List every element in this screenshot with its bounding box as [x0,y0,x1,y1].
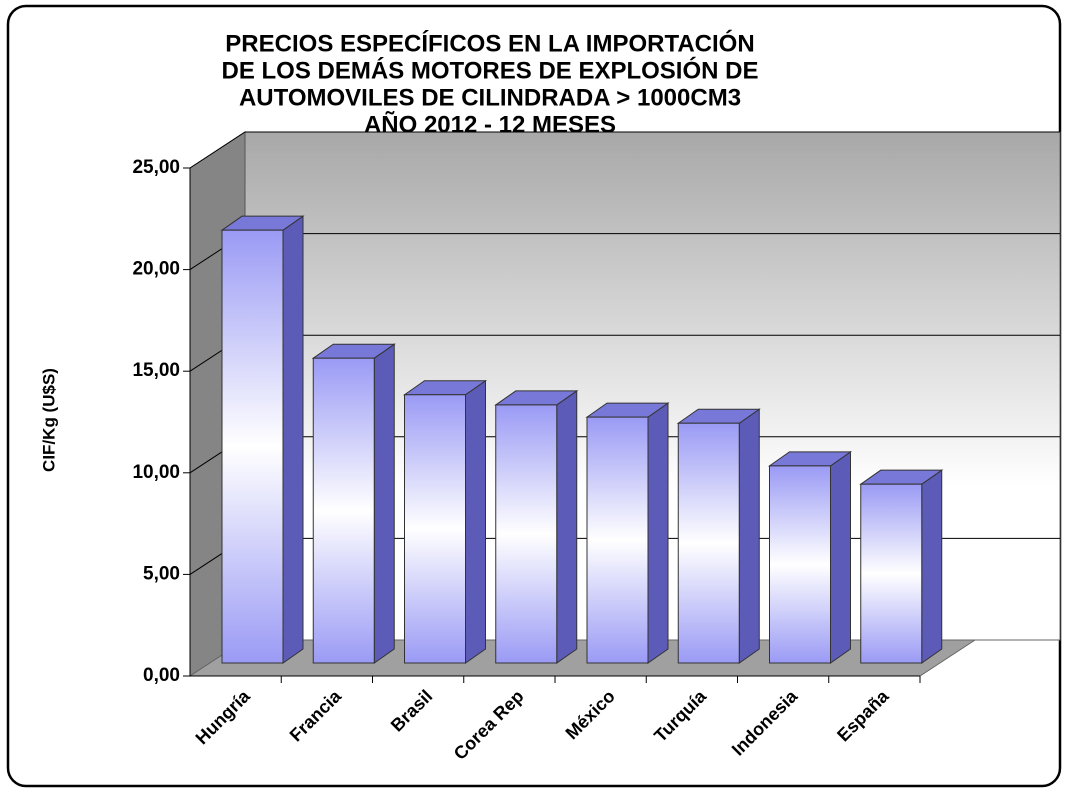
bar [312,357,375,664]
bar [860,483,923,664]
title-line: AUTOMOVILES DE CILINDRADA > 1000CM3 [239,84,741,111]
y-tick-label: 15,00 [132,360,180,381]
bar-side [465,379,486,664]
bar [404,394,466,664]
bar [769,465,831,664]
y-axis-title: CIF/Kg (U$S) [39,368,58,472]
bar-side [373,343,395,664]
bar-side [830,450,851,664]
bar [221,229,284,664]
bar-side [647,402,669,664]
title-line: PRECIOS ESPECÍFICOS EN LA IMPORTACIÓN [225,29,754,57]
grid-line [189,131,1060,169]
y-tick-label: 25,00 [132,157,180,178]
x-tick-label: Indonesia [728,685,802,759]
y-tick-label: 5,00 [143,563,180,584]
x-tick-label: Brasil [387,686,437,736]
y-tick-label: 10,00 [132,462,180,483]
floor [188,639,977,677]
x-tick-label: Turquía [650,685,711,746]
bar [586,416,649,664]
title-line: DE LOS DEMÁS MOTORES DE EXPLOSIÓN DE [222,56,759,84]
bar-side [282,215,304,664]
y-tick-label: 20,00 [132,259,180,280]
x-tick-label: Francia [286,685,346,745]
bar-side [738,408,760,664]
x-tick-label: España [833,685,893,745]
x-tick-label: Corea Rep [450,686,528,764]
bar [677,422,740,664]
bar-side [556,389,578,664]
x-tick-label: México [562,686,619,743]
bar [495,404,558,664]
y-tick-label: 0,00 [143,665,180,686]
bar-side [921,469,943,664]
x-tick-label: Hungría [192,685,255,748]
